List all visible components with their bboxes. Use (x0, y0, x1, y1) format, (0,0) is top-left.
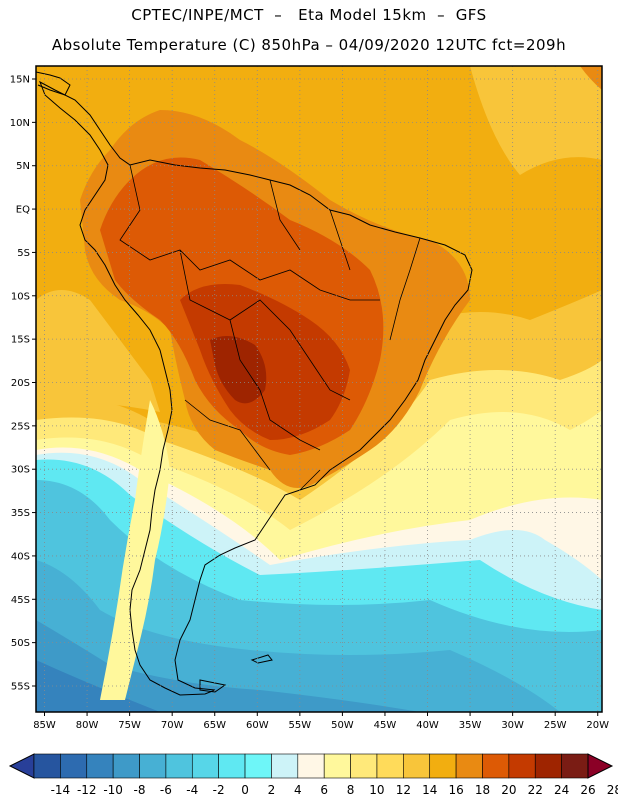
colorbar-label: 6 (320, 783, 328, 797)
latitude-labels: 15N 10N 5N EQ 5S 10S 15S 20S 25S 30S 35S 40S 45S 50S 5… (10, 75, 36, 692)
tierra-del-fuego (199, 679, 227, 693)
lat-label: 10S (11, 291, 30, 302)
colorbar-swatch (403, 753, 431, 779)
colorbar-swatch (60, 753, 88, 779)
colorbar-swatch (482, 753, 510, 779)
colorbar-swatch (218, 753, 246, 779)
lon-label: 65W (203, 720, 226, 731)
colorbar-label: 4 (294, 783, 302, 797)
field-band-ne-corner (580, 66, 602, 90)
south-america-outline (39, 80, 473, 696)
lon-label: 20W (586, 720, 609, 731)
plot-frame (35, 65, 603, 713)
lat-label: 35S (11, 508, 30, 519)
colorbar-label: 28 (607, 783, 618, 797)
lon-label: 75W (118, 720, 141, 731)
colorbar-swatch (244, 753, 272, 779)
lat-label: 10N (10, 118, 30, 129)
colorbar-low-arrow (8, 753, 35, 779)
lat-label: 55S (11, 681, 30, 692)
field-band-pacific-1 (36, 290, 160, 412)
field-land-hottest (210, 336, 267, 404)
colorbar-swatch (112, 753, 140, 779)
lon-label: 60W (246, 720, 269, 731)
colorbar-swatch (350, 753, 378, 779)
lat-label: 30S (11, 465, 30, 476)
lat-label: 45S (11, 595, 30, 606)
map-subtitle: Absolute Temperature (C) 850hPa – 04/09/… (51, 36, 567, 54)
colorbar-label: -10 (103, 783, 123, 797)
colorbar-label: -4 (186, 783, 198, 797)
colorbar-label: 10 (369, 783, 384, 797)
field-band-north-atlantic (470, 66, 602, 175)
lat-label: 25S (11, 421, 30, 432)
lat-label: EQ (16, 205, 30, 216)
colorbar-label: 24 (554, 783, 569, 797)
colorbar-label: -8 (134, 783, 146, 797)
colorbar-swatch (376, 753, 404, 779)
colorbar-label: 26 (580, 783, 595, 797)
colorbar-label: 22 (528, 783, 543, 797)
lon-label: 30W (501, 720, 524, 731)
colorbar-swatch (165, 753, 193, 779)
field-band-blue-2 (36, 620, 420, 712)
lon-label: 35W (459, 720, 482, 731)
colorbar-swatch (139, 753, 167, 779)
lat-label: 50S (11, 638, 30, 649)
colorbar-label: 0 (241, 783, 249, 797)
colorbar-swatch (561, 753, 589, 779)
colorbar-label: 8 (347, 783, 355, 797)
lon-label: 45W (374, 720, 397, 731)
colorbar: -14 -12 -10 -8 -6 -4 -2 0 2 4 6 8 10 12 14 16 18 20 22 24 26… (8, 753, 618, 797)
colorbar-swatch (33, 753, 61, 779)
lon-label: 40W (416, 720, 439, 731)
lat-label: 15S (11, 335, 30, 346)
lat-label: 5S (17, 248, 30, 259)
colorbar-label: 14 (422, 783, 437, 797)
colorbar-swatch (271, 753, 299, 779)
field-andes-cool (100, 400, 170, 700)
lon-label: 50W (331, 720, 354, 731)
colorbar-label: -12 (77, 783, 97, 797)
colorbar-swatch (323, 753, 351, 779)
lat-label: 15N (10, 75, 30, 86)
country-borders (119, 164, 421, 491)
field-band-blue-1 (36, 560, 560, 712)
lon-label: 85W (33, 720, 56, 731)
field-band-blue-3 (36, 660, 160, 712)
map-title: CPTEC/INPE/MCT – Eta Model 15km – GFS (131, 6, 487, 24)
lat-label: 40S (11, 551, 30, 562)
longitude-labels: 85W 80W 75W 70W 65W 60W 55W 50W 45W 40W 35W 30W 25W 2… (33, 712, 609, 731)
lat-label: 5N (16, 161, 30, 172)
colorbar-label: -14 (51, 783, 71, 797)
field-land-hotter (180, 284, 350, 440)
colorbar-swatch (191, 753, 219, 779)
lon-label: 25W (544, 720, 567, 731)
colorbar-label: 16 (448, 783, 463, 797)
colorbar-swatch (534, 753, 562, 779)
lon-label: 70W (161, 720, 184, 731)
map-field (36, 66, 602, 712)
colorbar-label: 2 (268, 783, 276, 797)
colorbar-swatch (297, 753, 325, 779)
colorbar-label: 20 (501, 783, 516, 797)
colorbar-label: 18 (475, 783, 490, 797)
colorbar-high-arrow (587, 753, 614, 779)
colorbar-swatch (508, 753, 536, 779)
colorbar-label: -6 (160, 783, 172, 797)
colorbar-swatch (429, 753, 457, 779)
colorbar-swatch (455, 753, 483, 779)
lon-label: 80W (76, 720, 99, 731)
lat-label: 20S (11, 378, 30, 389)
colorbar-label: -2 (213, 783, 225, 797)
falkland-islands (250, 654, 273, 664)
coastlines (35, 71, 473, 696)
colorbar-label: 12 (396, 783, 411, 797)
colorbar-swatch (86, 753, 114, 779)
lon-label: 55W (289, 720, 312, 731)
central-america (35, 71, 71, 96)
